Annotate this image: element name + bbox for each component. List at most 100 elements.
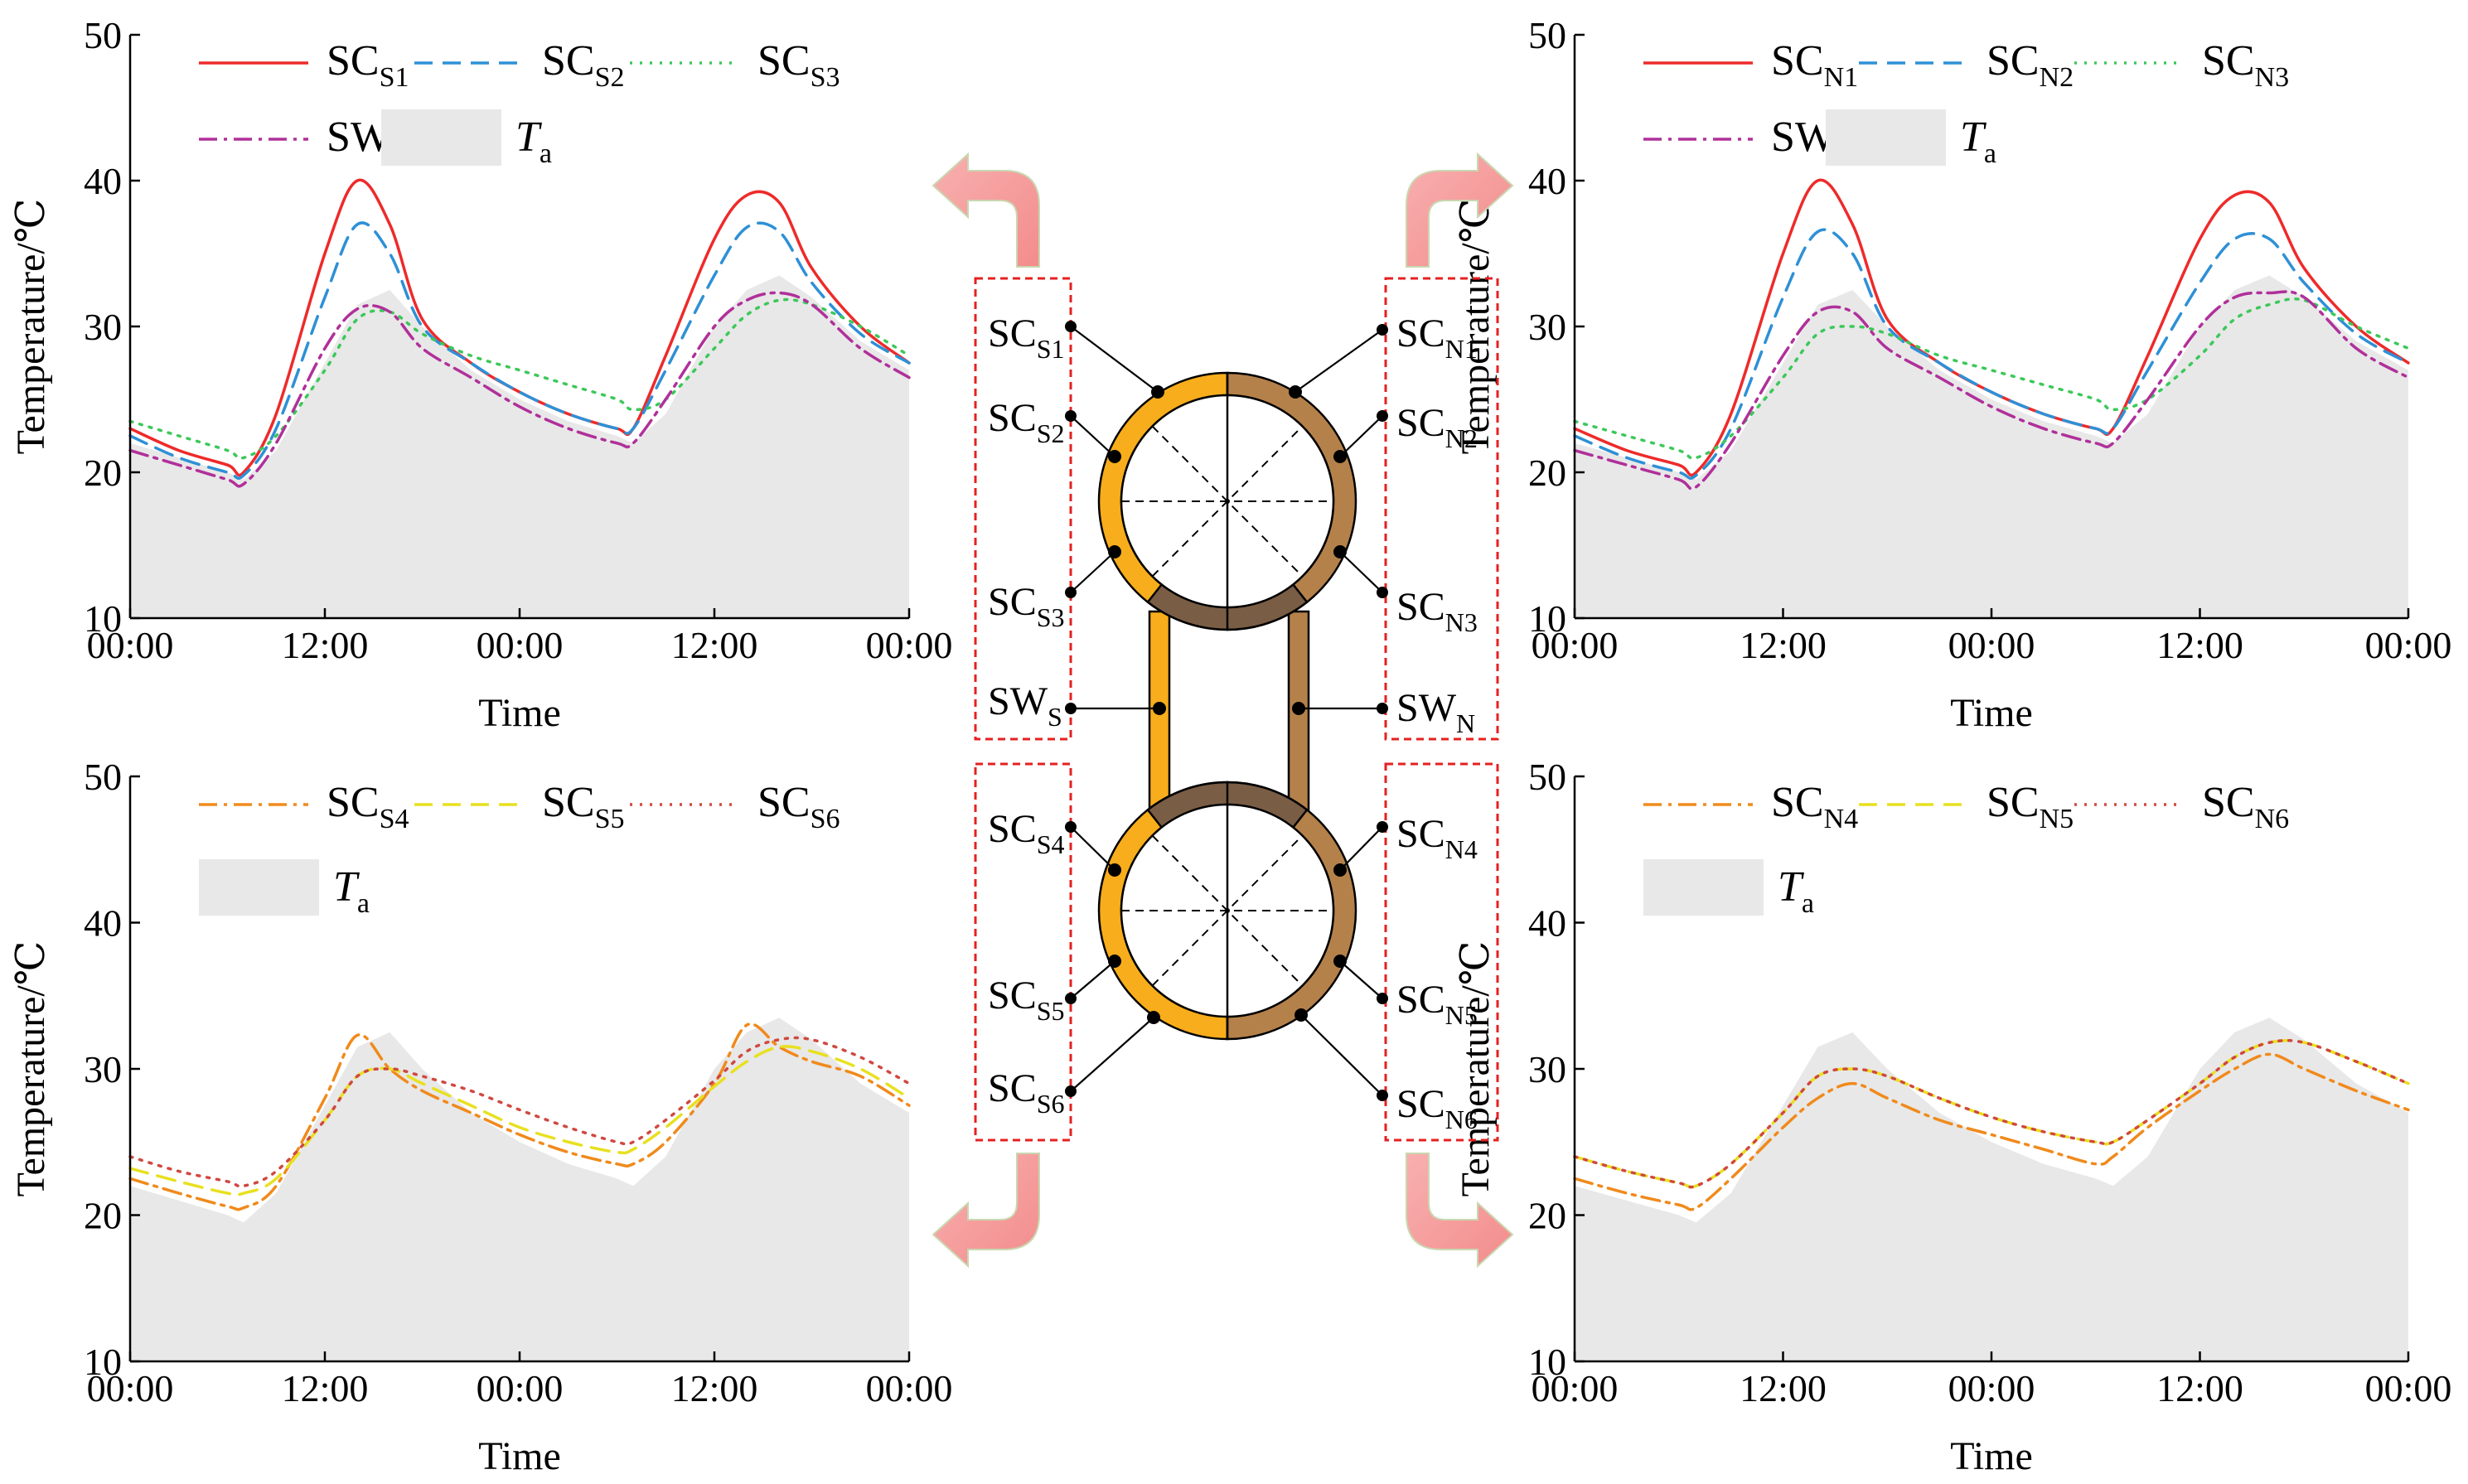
upper-ring — [1097, 371, 1357, 631]
legend-label-SCS1-base: SC — [327, 37, 380, 85]
sensor-label-SCN1-base: SC — [1396, 312, 1445, 355]
sensor-dot-SCS5 — [1108, 955, 1121, 968]
legend-swatch-Ta — [1643, 859, 1764, 916]
y-tick-label: 10 — [84, 1341, 122, 1383]
leader-dot-SCN2 — [1377, 410, 1388, 422]
sensor-label-SCS2: SCS2 — [988, 396, 1065, 448]
legend-label-Ta-base: T — [1778, 863, 1804, 911]
leader-dot-SCS5 — [1065, 993, 1077, 1004]
leader-dot-SWS — [1065, 703, 1077, 714]
x-tick-label: 00:00 — [1948, 1367, 2035, 1409]
legend-label-SCN5-sub: N5 — [2040, 804, 2074, 834]
leader-SCS4 — [1070, 826, 1115, 871]
legend-label-SCN1-sub: N1 — [1824, 62, 1859, 93]
series-SCN3 — [1573, 297, 2410, 460]
sensor-label-SCN3: SCN3 — [1396, 585, 1478, 637]
sensor-label-SWN: SWN — [1396, 686, 1475, 738]
sensor-label-SCN1: SCN1 — [1396, 312, 1478, 364]
legend-label-SCS1: SCS1 — [327, 37, 409, 93]
legend-label-Ta-sub: a — [540, 138, 552, 169]
x-tick-label: 12:00 — [2156, 624, 2243, 666]
y-tick-label: 30 — [1528, 1048, 1566, 1090]
legend-label-SCS2: SCS2 — [542, 37, 625, 93]
series-SCN2 — [1573, 228, 2410, 480]
sensor-label-SCN6: SCN6 — [1396, 1082, 1478, 1134]
series-SCS2 — [128, 221, 911, 480]
y-tick-label: 50 — [1528, 14, 1566, 56]
sensor-dot-SCS3 — [1108, 545, 1121, 558]
y-tick-label: 50 — [84, 756, 122, 798]
leader-dot-SCN6 — [1377, 1090, 1388, 1101]
sensor-dot-SCS4 — [1108, 863, 1121, 877]
sensor-label-SWN-sub: N — [1456, 708, 1475, 738]
legend-swatch-Ta — [381, 109, 501, 166]
legend: SCN1SCN2SCN3SWNTa — [1643, 37, 2289, 169]
leader-dot-SCS4 — [1065, 821, 1077, 833]
sensor-label-SCN6-sub: N6 — [1445, 1105, 1478, 1134]
sensor-dot-SCN5 — [1333, 955, 1347, 968]
arrow-bottom-right-body — [1406, 1153, 1514, 1269]
leader-dot-SCN5 — [1377, 993, 1388, 1004]
sensor-label-SCN5-sub: N5 — [1445, 1000, 1478, 1030]
legend-label-SCN4-sub: N4 — [1824, 804, 1859, 834]
y-tick-label: 20 — [1528, 1195, 1566, 1237]
leader-SCS2 — [1070, 415, 1115, 457]
sensor-label-SCS4: SCS4 — [988, 807, 1065, 859]
x-tick-label: 00:00 — [1532, 624, 1619, 666]
sensor-label-SCS1: SCS1 — [988, 312, 1065, 364]
arrow-top-right-body — [1406, 152, 1514, 268]
area-Ta — [1575, 275, 2408, 618]
series-SWN — [1573, 290, 2410, 491]
sensor-leaders — [1065, 321, 1388, 1101]
y-tick-label: 30 — [1528, 306, 1566, 348]
legend-label-SCS6-sub: S6 — [811, 804, 840, 834]
legend-label-SCS5: SCS5 — [542, 779, 625, 834]
legend-label-SCS3-base: SC — [757, 37, 811, 85]
x-tick-label: 00:00 — [477, 1367, 564, 1409]
leader-SCN6 — [1300, 1014, 1383, 1096]
sensor-label-SCS3: SCS3 — [988, 580, 1065, 632]
x-tick-label: 00:00 — [866, 624, 953, 666]
sensor-label-SCS5-base: SC — [988, 974, 1037, 1018]
sensor-label-SCN3-sub: N3 — [1445, 607, 1478, 637]
x-tick-label: 12:00 — [282, 1367, 369, 1409]
legend-label-SCS2-sub: S2 — [595, 62, 625, 93]
leader-SCN5 — [1339, 960, 1383, 999]
legend-label-SWS-base: SW — [327, 114, 391, 161]
y-tick-label: 40 — [1528, 160, 1566, 202]
legend-label-SCN2-base: SC — [1986, 37, 2040, 85]
sensor-label-SCN5-base: SC — [1396, 978, 1445, 1022]
x-tick-label: 00:00 — [1532, 1367, 1619, 1409]
x-tick-label: 12:00 — [671, 1367, 758, 1409]
legend-label-Ta-sub: a — [357, 888, 370, 919]
legend-label-Ta-sub: a — [1802, 888, 1814, 919]
sensor-label-SCS5: SCS5 — [988, 974, 1065, 1026]
legend-label-SCS4-base: SC — [327, 779, 380, 826]
frame-north-lower — [1384, 762, 1499, 1142]
y-tick-label: 20 — [1528, 452, 1566, 494]
y-tick-label: 40 — [84, 160, 122, 202]
leader-dot-SWN — [1377, 703, 1388, 714]
y-tick-label: 50 — [84, 14, 122, 56]
sensor-dot-SWS — [1153, 702, 1166, 715]
y-axis-label: Temperature/℃ — [1454, 941, 1498, 1197]
sensor-label-SCN4-base: SC — [1396, 812, 1445, 856]
sensor-label-SWN-base: SW — [1396, 686, 1457, 730]
x-tick-label: 00:00 — [87, 624, 174, 666]
sensor-layout-diagram: SCS1SCS2SCS3SWSSCS4SCS5SCS6SCN1SCN2SCN3S… — [932, 152, 1514, 1269]
legend-label-SCS5-base: SC — [542, 779, 595, 826]
series-SCS5 — [128, 1045, 911, 1196]
legend-label-SCN4-base: SC — [1771, 779, 1824, 826]
legend-label-Ta: Ta — [515, 114, 552, 169]
x-tick-label: 00:00 — [2365, 1367, 2452, 1409]
x-axis-label: Time — [478, 1434, 561, 1478]
x-tick-label: 00:00 — [866, 1367, 953, 1409]
legend-label-SCN5-base: SC — [1986, 779, 2040, 826]
sensor-dot-SCN2 — [1333, 450, 1347, 463]
arrow-top-left-body — [932, 152, 1040, 268]
leader-dot-SCS6 — [1065, 1085, 1077, 1097]
x-tick-label: 00:00 — [1948, 624, 2035, 666]
leader-dot-SCS1 — [1065, 321, 1077, 332]
sensor-dot-SCS1 — [1151, 385, 1164, 399]
series-SCS4 — [128, 1022, 911, 1211]
